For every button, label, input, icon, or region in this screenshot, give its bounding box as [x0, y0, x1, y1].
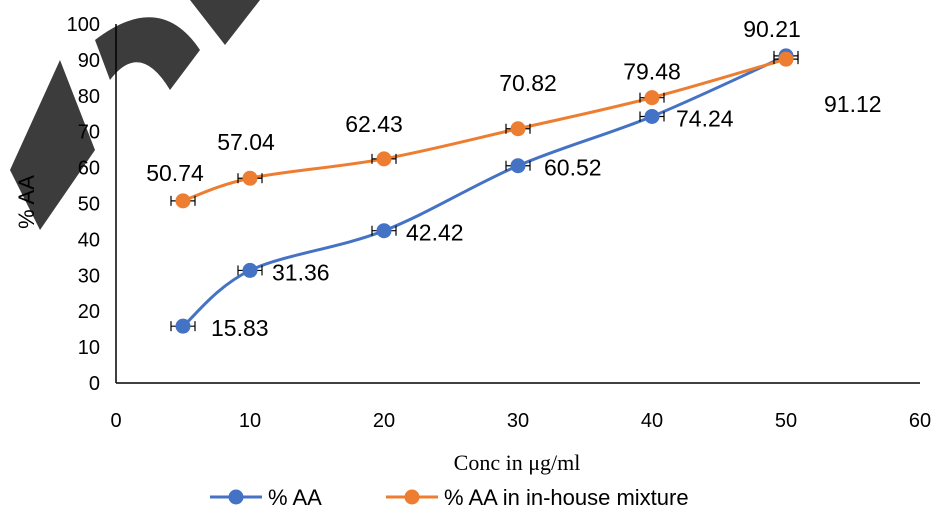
data-point	[242, 170, 258, 186]
watermark-shape	[10, 60, 95, 230]
x-tick-label: 60	[909, 410, 931, 432]
chart-axes	[115, 24, 920, 384]
watermark-shape	[95, 17, 200, 90]
series-line	[182, 54, 787, 328]
data-point	[644, 108, 660, 124]
x-tick-label: 40	[641, 410, 663, 432]
data-labels: 15.83 31.36 42.42 60.52 74.24 91.12 50.74 57.04…	[146, 16, 881, 341]
data-point	[175, 193, 191, 209]
y-tick-label: 0	[89, 373, 100, 395]
data-point	[644, 90, 660, 106]
y-tick-label: 10	[78, 337, 100, 359]
series-layer	[170, 48, 799, 334]
y-tick-label: 70	[78, 122, 100, 144]
data-point	[510, 158, 526, 174]
legend-entry-2: % AA in in-house mixture	[386, 485, 689, 510]
x-tick-label: 50	[775, 410, 797, 432]
data-point	[376, 151, 392, 167]
data-label: 60.52	[544, 155, 602, 181]
y-axis-ticks: 0 10 20 30 40 50 60 70 80 90 100	[67, 14, 100, 395]
data-label: 70.82	[499, 70, 557, 96]
y-tick-label: 90	[78, 50, 100, 72]
data-label: 91.12	[824, 91, 882, 117]
legend: % AA % AA in in-house mixture	[210, 485, 689, 510]
data-label: 79.48	[623, 59, 681, 85]
y-tick-label: 80	[78, 86, 100, 108]
x-axis-ticks: 0 10 20 30 40 50 60	[110, 410, 931, 432]
data-point	[175, 318, 191, 334]
data-point	[242, 262, 258, 278]
x-tick-label: 0	[110, 410, 121, 432]
data-label: 50.74	[146, 160, 204, 186]
x-tick-label: 20	[373, 410, 395, 432]
y-tick-label: 60	[78, 158, 100, 180]
data-label: 90.21	[743, 16, 801, 42]
legend-entry-1: % AA	[210, 485, 322, 510]
data-label: 62.43	[345, 111, 403, 137]
data-label: 31.36	[272, 259, 330, 285]
data-label: 74.24	[676, 105, 734, 131]
legend-marker	[404, 489, 420, 505]
x-axis-title: Conc in μg/ml	[454, 450, 581, 475]
y-tick-label: 30	[78, 265, 100, 287]
y-tick-label: 50	[78, 194, 100, 216]
series-2	[170, 51, 799, 209]
legend-marker	[228, 489, 244, 505]
data-label: 15.83	[211, 315, 269, 341]
data-point	[778, 51, 794, 67]
y-tick-label: 40	[78, 229, 100, 251]
y-tick-label: 100	[67, 14, 100, 36]
data-point	[510, 121, 526, 137]
y-axis-title: % AA	[14, 175, 39, 229]
data-label: 42.42	[406, 220, 464, 246]
data-point	[376, 223, 392, 239]
legend-label: % AA in in-house mixture	[444, 485, 689, 510]
legend-label: % AA	[268, 485, 322, 510]
series-1	[170, 48, 799, 334]
y-tick-label: 20	[78, 301, 100, 323]
x-tick-label: 10	[239, 410, 261, 432]
watermark-shape	[190, 0, 260, 45]
x-tick-label: 30	[507, 410, 529, 432]
watermark	[10, 0, 260, 230]
data-label: 57.04	[217, 129, 275, 155]
